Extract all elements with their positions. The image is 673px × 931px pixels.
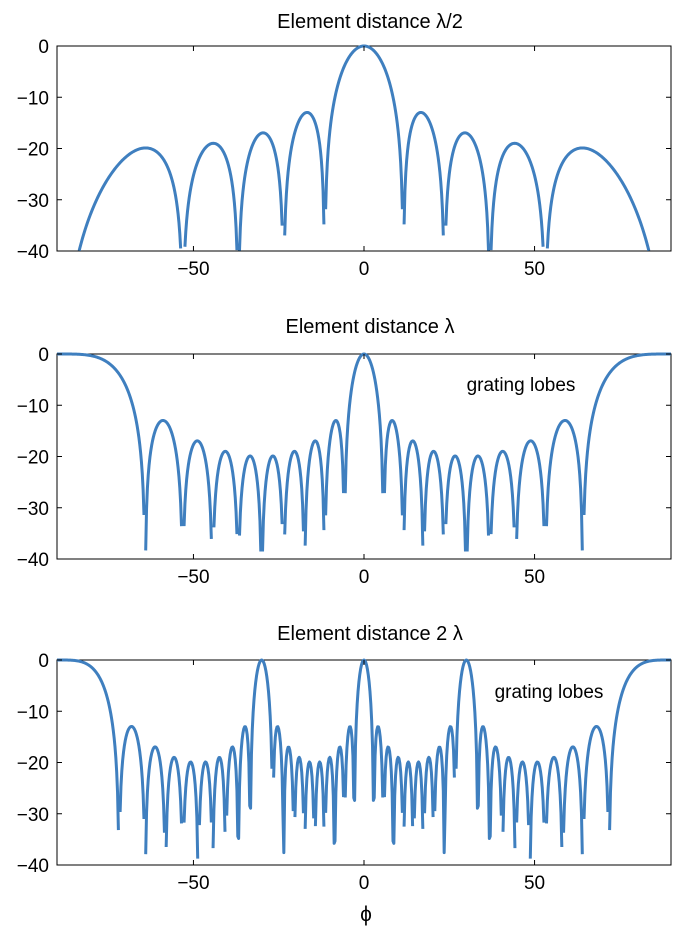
axis-ticks: −50 0 50 0 −10 −20 −30 −40 xyxy=(17,37,671,280)
y-tick-label: −40 xyxy=(17,856,49,877)
x-tick-label: 50 xyxy=(524,259,545,280)
x-tick-label: 50 xyxy=(524,567,545,588)
array-pattern-line xyxy=(56,658,672,859)
x-tick-label: 0 xyxy=(359,567,370,588)
y-tick-label: 0 xyxy=(38,345,49,366)
chart-panel-two-wavelengths: Element distance 2 λ −50 0 50 0 −10 −20 −30 −40… xyxy=(17,623,672,894)
x-tick-label: −50 xyxy=(177,259,209,280)
y-tick-label: −30 xyxy=(17,805,49,826)
array-pattern-line xyxy=(77,44,651,252)
chart-title: Element distance λ/2 xyxy=(277,11,463,33)
annotation-label: grating lobes xyxy=(495,682,604,703)
x-axis-label: ϕ xyxy=(360,903,372,926)
y-tick-label: −20 xyxy=(17,140,49,161)
x-tick-label: 0 xyxy=(359,259,370,280)
y-tick-label: −20 xyxy=(17,754,49,775)
annotation-label: grating lobes xyxy=(467,375,576,396)
y-tick-label: −10 xyxy=(17,396,49,417)
y-tick-label: −30 xyxy=(17,499,49,520)
y-tick-label: 0 xyxy=(38,651,49,672)
chart-panel-one-wavelength: Element distance λ −50 0 50 0 −10 −20 −30 −40 g… xyxy=(17,316,672,588)
axis-ticks: −50 0 50 0 −10 −20 −30 −40 xyxy=(17,651,671,894)
axis-ticks: −50 0 50 0 −10 −20 −30 −40 xyxy=(17,345,671,588)
y-tick-label: −10 xyxy=(17,88,49,109)
y-tick-label: −10 xyxy=(17,702,49,723)
y-tick-label: −30 xyxy=(17,191,49,212)
y-tick-label: −40 xyxy=(17,550,49,571)
x-tick-label: 0 xyxy=(359,873,370,894)
x-tick-label: −50 xyxy=(177,567,209,588)
y-tick-label: 0 xyxy=(38,37,49,58)
x-tick-label: −50 xyxy=(177,873,209,894)
x-tick-label: 50 xyxy=(524,873,545,894)
y-tick-label: −40 xyxy=(17,242,49,263)
y-tick-label: −20 xyxy=(17,448,49,469)
array-pattern-line xyxy=(56,352,672,552)
chart-title: Element distance λ xyxy=(286,316,455,338)
chart-panel-half-wavelength: Element distance λ/2 −50 0 50 0 −10 −20 −30 −40 xyxy=(17,11,672,280)
chart-title: Element distance 2 λ xyxy=(277,623,463,645)
